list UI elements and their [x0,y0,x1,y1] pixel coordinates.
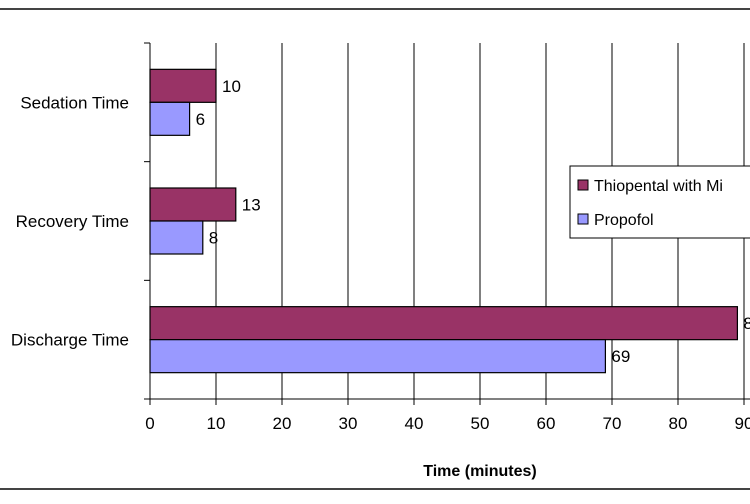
legend-swatch [577,213,589,225]
legend-swatch [577,179,589,191]
x-tick-label: 60 [537,414,556,433]
legend-label: Thiopental with Mi [594,178,723,195]
bar [149,101,191,136]
x-tick-label: 90 [735,414,750,433]
legend-label: Propofol [594,212,654,229]
bar [149,68,217,103]
data-label: 10 [222,77,241,96]
legend-box [569,165,750,239]
x-tick-label: 10 [207,414,226,433]
data-label: 8 [743,314,750,333]
bar [149,339,606,374]
data-label: 69 [611,347,630,366]
x-tick-label: 20 [273,414,292,433]
x-tick-label: 0 [145,414,154,433]
data-label: 6 [196,110,205,129]
x-tick-label: 50 [471,414,490,433]
bar [149,187,237,222]
x-axis-title: Time (minutes) [423,463,537,480]
category-label: Recovery Time [16,212,129,231]
category-label: Discharge Time [11,331,129,350]
x-tick-label: 30 [339,414,358,433]
bar [149,306,739,341]
data-label: 13 [242,196,261,215]
x-tick-label: 70 [603,414,622,433]
x-tick-label: 40 [405,414,424,433]
category-label: Sedation Time [20,93,129,112]
bar [149,220,204,255]
data-label: 8 [209,229,218,248]
x-tick-label: 80 [669,414,688,433]
